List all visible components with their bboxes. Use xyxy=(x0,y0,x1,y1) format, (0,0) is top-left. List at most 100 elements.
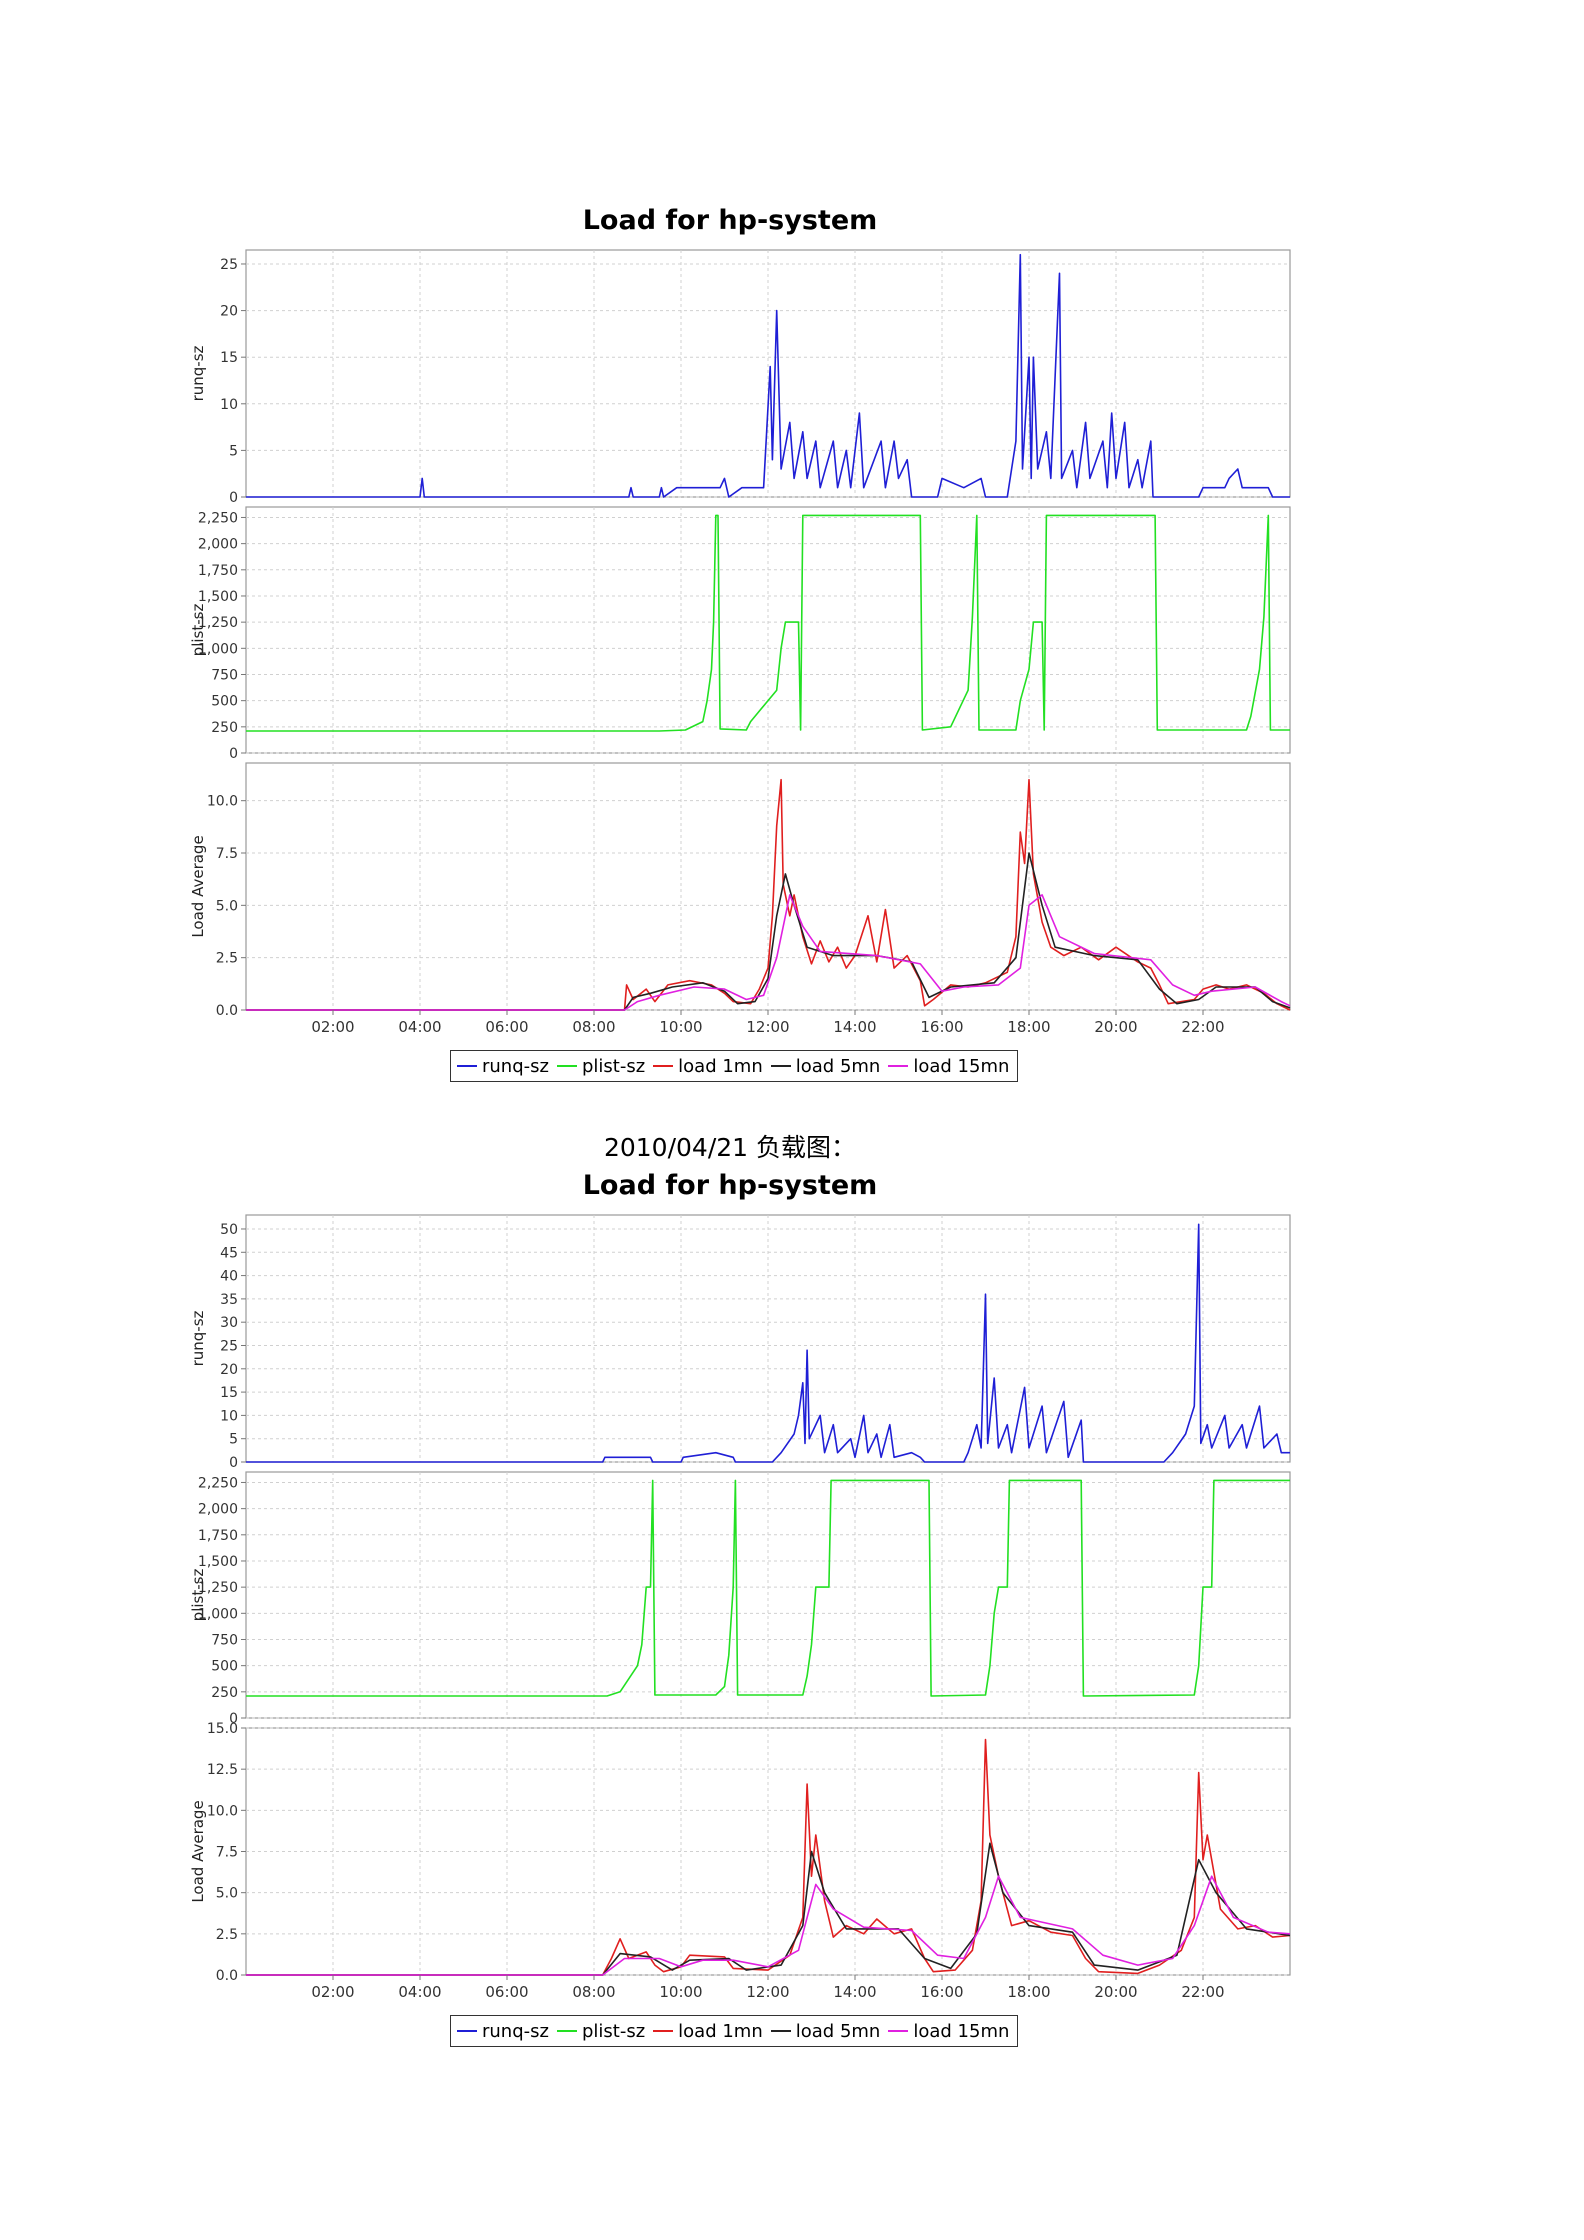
x-tick-label: 22:00 xyxy=(1181,1018,1224,1036)
y-tick-label: 1,500 xyxy=(198,589,238,605)
y-tick-label: 2.5 xyxy=(216,1927,238,1943)
y-tick-label: 7.5 xyxy=(216,1845,238,1861)
y-tick-label: 5.0 xyxy=(216,1886,238,1902)
legend-label: load 1mn xyxy=(678,1055,763,1077)
legend-item-plist-sz: plist-sz xyxy=(556,1055,646,1077)
y-tick-label: 15 xyxy=(220,1385,238,1401)
legend-label: load 15mn xyxy=(913,2020,1010,2042)
y-tick-label: 2,000 xyxy=(198,537,238,553)
y-tick-label: 1,250 xyxy=(198,615,238,631)
legend-item-runq-sz: runq-sz xyxy=(457,1056,549,1077)
chart-legend: runq-sz plist-sz load 1mn load 5mn load 15mn xyxy=(450,2015,1019,2047)
y-tick-label: 0.0 xyxy=(216,1003,238,1019)
legend-item-load-15mn: load 15mn xyxy=(888,1056,1009,1077)
legend-item-load-5mn: load 5mn xyxy=(770,1055,881,1077)
y-tick-label: 750 xyxy=(211,1632,238,1648)
y-tick-label: 20 xyxy=(220,304,238,320)
y-tick-label: 50 xyxy=(220,1222,238,1238)
series-runq-sz xyxy=(246,253,1290,498)
x-tick-label: 14:00 xyxy=(833,1983,876,2001)
y-axis-label: Load Average xyxy=(189,835,207,937)
x-tick-label: 20:00 xyxy=(1094,1983,1137,2001)
panel-load-average: 0.0 2.5 5.0 7.5 10.0 12.5 15.0 Load Average xyxy=(189,1721,1291,1984)
series-runq-sz xyxy=(246,1223,1290,1463)
legend-swatch xyxy=(457,1065,477,1067)
y-tick-label: 0 xyxy=(229,1455,238,1471)
y-tick-label: 35 xyxy=(220,1292,238,1308)
y-tick-label: 0 xyxy=(229,1711,238,1727)
y-axis-label: Load Average xyxy=(189,1800,207,1902)
legend-swatch xyxy=(770,1065,791,1067)
legend-item-runq-sz: runq-sz xyxy=(457,2021,549,2042)
legend-label: plist-sz xyxy=(581,1055,646,1077)
y-tick-label: 250 xyxy=(211,1685,238,1701)
panel-runq-sz: 0 5 10 15 20 25 runq-sz xyxy=(189,249,1291,506)
y-tick-label: 5 xyxy=(229,1432,238,1448)
y-tick-label: 40 xyxy=(220,1269,238,1285)
x-tick-label: 12:00 xyxy=(746,1018,789,1036)
legend-label: load 15mn xyxy=(913,1055,1010,1077)
series-plist-sz xyxy=(246,514,1290,732)
legend-swatch xyxy=(653,1065,674,1067)
y-tick-label: 12.5 xyxy=(207,1762,238,1778)
chart-1: Load for hp-system 0 5 10 15 20 25 runq-sz 0 250… xyxy=(0,205,1584,1085)
x-tick-label: 18:00 xyxy=(1007,1018,1050,1036)
series-plist-sz xyxy=(246,1479,1290,1697)
y-tick-label: 10.0 xyxy=(207,1803,238,1819)
y-tick-label: 0 xyxy=(229,746,238,762)
panel-runq-sz: 0 5 10 15 20 25 30 35 40 45 50 runq-sz xyxy=(189,1214,1291,1471)
series-load-15mn xyxy=(246,1875,1291,1976)
chart-1-plot: 0 5 10 15 20 25 runq-sz 0 250 500 750 1,000 1,250 1,5… xyxy=(189,249,1291,1036)
y-tick-label: 1,500 xyxy=(198,1554,238,1570)
y-tick-label: 2,250 xyxy=(198,1475,238,1491)
y-tick-label: 1,250 xyxy=(198,1580,238,1596)
legend-swatch xyxy=(888,2030,909,2032)
y-tick-label: 10.0 xyxy=(207,794,238,810)
x-tick-label: 06:00 xyxy=(485,1018,528,1036)
y-axis-label: runq-sz xyxy=(189,1310,207,1366)
legend-swatch xyxy=(457,2030,477,2032)
legend-swatch xyxy=(888,1065,909,1067)
series-load-15mn xyxy=(246,894,1291,1011)
x-tick-label: 04:00 xyxy=(398,1018,441,1036)
legend-item-plist-sz: plist-sz xyxy=(556,2021,645,2042)
x-tick-label: 20:00 xyxy=(1094,1018,1137,1036)
y-tick-label: 25 xyxy=(220,257,238,273)
y-tick-label: 45 xyxy=(220,1245,238,1261)
legend-item-load-1mn: load 1mn xyxy=(653,1056,763,1077)
x-tick-label: 10:00 xyxy=(659,1018,702,1036)
chart-title: Load for hp-system xyxy=(582,205,878,236)
legend-label: load 5mn xyxy=(795,1055,881,1077)
y-tick-label: 15.0 xyxy=(207,1721,238,1737)
y-tick-label: 0.0 xyxy=(216,1968,238,1984)
legend-label: load 1mn xyxy=(678,2020,763,2042)
x-tick-label: 08:00 xyxy=(572,1983,615,2001)
y-tick-label: 30 xyxy=(220,1315,238,1331)
y-tick-label: 20 xyxy=(220,1362,238,1378)
legend-swatch xyxy=(556,1065,577,1067)
legend-label: load 5mn xyxy=(795,2020,881,2042)
x-tick-label: 08:00 xyxy=(572,1018,615,1036)
legend-item-load-5mn: load 5mn xyxy=(770,2020,881,2042)
y-tick-label: 500 xyxy=(211,1659,238,1675)
x-tick-label: 22:00 xyxy=(1181,1983,1224,2001)
y-tick-label: 5.0 xyxy=(216,898,238,914)
y-tick-label: 25 xyxy=(220,1338,238,1354)
y-tick-label: 2.5 xyxy=(216,951,238,967)
y-tick-label: 500 xyxy=(211,694,238,710)
y-tick-label: 1,750 xyxy=(198,1528,238,1544)
y-tick-label: 0 xyxy=(229,490,238,506)
x-tick-label: 16:00 xyxy=(920,1018,963,1036)
x-tick-label: 04:00 xyxy=(398,1983,441,2001)
panel-plist-sz: 0 250 500 750 1,000 1,250 1,500 1,750 2,000 2,250… xyxy=(189,506,1291,762)
legend-item-load-1mn: load 1mn xyxy=(653,2021,763,2042)
y-tick-label: 750 xyxy=(211,667,238,683)
y-tick-label: 10 xyxy=(220,1408,238,1424)
y-tick-label: 2,250 xyxy=(198,510,238,526)
panel-plist-sz: 0 250 500 750 1,000 1,250 1,500 1,750 2,000 2,250… xyxy=(189,1471,1291,1727)
x-tick-label: 16:00 xyxy=(920,1983,963,2001)
y-tick-label: 1,000 xyxy=(198,641,238,657)
y-tick-label: 1,750 xyxy=(198,563,238,579)
y-tick-label: 5 xyxy=(229,443,238,459)
y-tick-label: 7.5 xyxy=(216,846,238,862)
